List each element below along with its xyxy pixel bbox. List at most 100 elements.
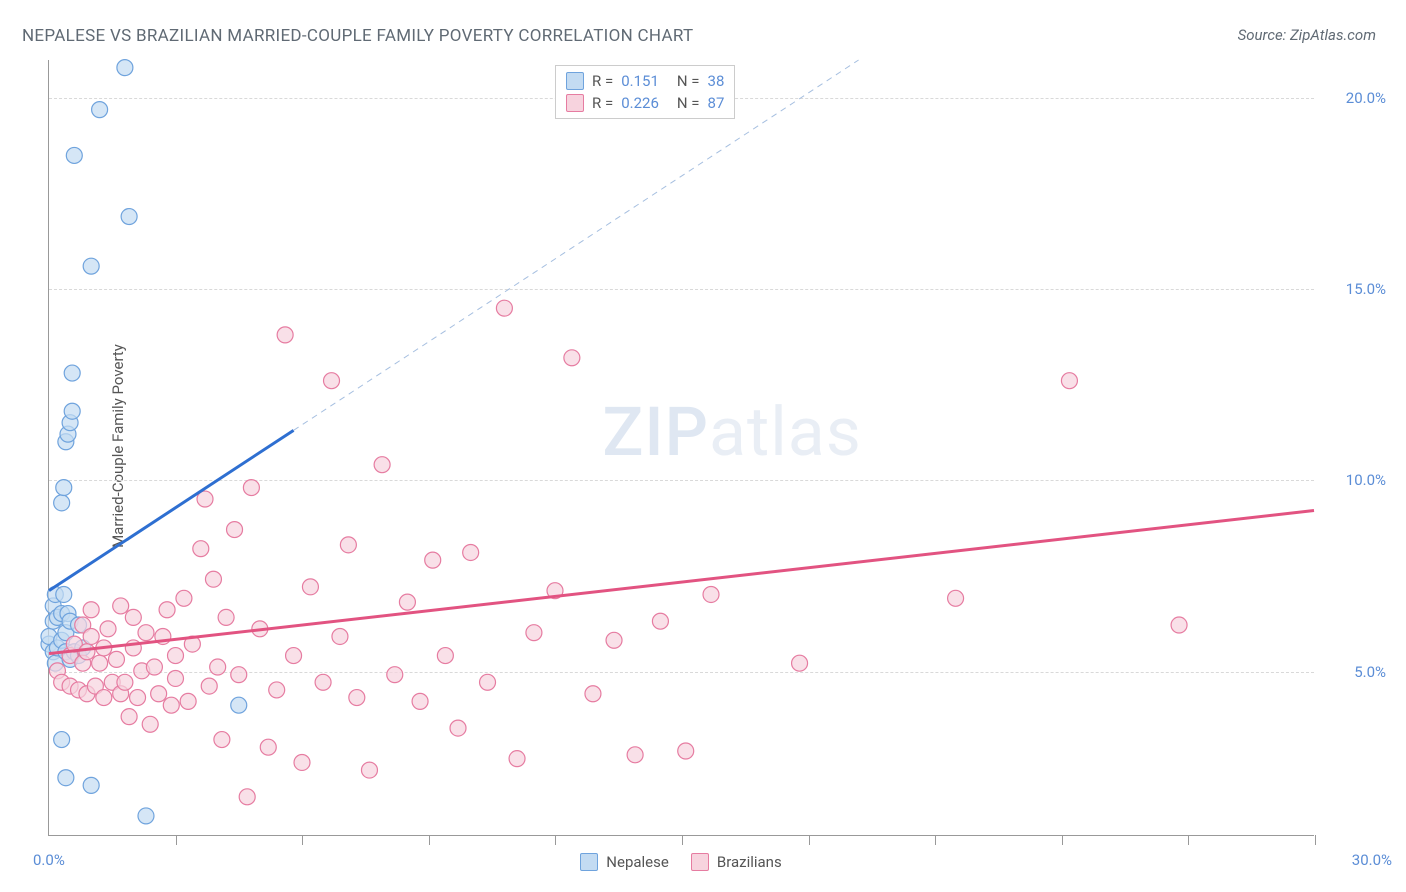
legend-r-label: R = xyxy=(592,94,613,112)
legend-n-label: N = xyxy=(677,72,700,90)
data-point xyxy=(64,365,80,381)
data-point xyxy=(627,747,643,763)
data-point xyxy=(315,674,331,690)
data-point xyxy=(168,670,184,686)
data-point xyxy=(231,697,247,713)
data-point xyxy=(214,732,230,748)
legend-swatch xyxy=(566,72,584,90)
data-point xyxy=(83,777,99,793)
data-point xyxy=(146,659,162,675)
data-point xyxy=(142,716,158,732)
data-point xyxy=(302,579,318,595)
data-point xyxy=(387,667,403,683)
legend-n-value: 87 xyxy=(708,94,725,112)
data-point xyxy=(125,609,141,625)
data-point xyxy=(83,258,99,274)
data-point xyxy=(606,632,622,648)
legend-n-value: 38 xyxy=(708,72,725,90)
data-point xyxy=(585,686,601,702)
data-point xyxy=(159,602,175,618)
data-point xyxy=(218,609,234,625)
scatter-svg xyxy=(49,60,1314,835)
x-axis-max-label: 30.0% xyxy=(1352,851,1392,869)
legend-r-value: 0.226 xyxy=(621,94,659,112)
data-point xyxy=(239,789,255,805)
data-point xyxy=(205,571,221,587)
data-point xyxy=(100,621,116,637)
data-point xyxy=(437,648,453,664)
chart-container: NEPALESE VS BRAZILIAN MARRIED-COUPLE FAM… xyxy=(0,0,1406,892)
x-axis-min-label: 0.0% xyxy=(33,851,65,869)
data-point xyxy=(130,690,146,706)
series-legend: Nepalese Brazilians xyxy=(580,853,781,871)
data-point xyxy=(1061,373,1077,389)
data-point xyxy=(113,598,129,614)
legend-series-item: Brazilians xyxy=(691,853,782,871)
data-point xyxy=(231,667,247,683)
source-attribution: Source: ZipAtlas.com xyxy=(1238,26,1376,44)
x-tick xyxy=(809,835,810,845)
y-tick-label: 20.0% xyxy=(1326,89,1386,107)
data-point xyxy=(54,495,70,511)
data-point xyxy=(399,594,415,610)
data-point xyxy=(564,350,580,366)
data-point xyxy=(151,686,167,702)
regression-line xyxy=(49,430,294,590)
legend-swatch xyxy=(691,853,709,871)
data-point xyxy=(286,648,302,664)
legend-swatch xyxy=(566,94,584,112)
data-point xyxy=(526,625,542,641)
data-point xyxy=(92,102,108,118)
data-point xyxy=(168,648,184,664)
x-tick xyxy=(555,835,556,845)
data-point xyxy=(450,720,466,736)
data-point xyxy=(678,743,694,759)
legend-r-value: 0.151 xyxy=(621,72,659,90)
data-point xyxy=(193,541,209,557)
data-point xyxy=(163,697,179,713)
legend-series-name: Nepalese xyxy=(606,853,669,871)
plot-area: ZIPatlas R =0.151N =38R =0.226N =87 Nepa… xyxy=(48,60,1314,836)
data-point xyxy=(54,732,70,748)
correlation-legend: R = 0.151 N = 38 R = 0.226 N = 87 xyxy=(555,65,735,119)
data-point xyxy=(83,628,99,644)
data-point xyxy=(349,690,365,706)
data-point xyxy=(463,544,479,560)
data-point xyxy=(1171,617,1187,633)
data-point xyxy=(92,655,108,671)
chart-title: NEPALESE VS BRAZILIAN MARRIED-COUPLE FAM… xyxy=(22,26,693,46)
data-point xyxy=(227,522,243,538)
x-tick xyxy=(302,835,303,845)
legend-n-label: N = xyxy=(677,94,700,112)
data-point xyxy=(56,480,72,496)
data-point xyxy=(332,628,348,644)
legend-correlation-row: R = 0.151 N = 38 xyxy=(566,70,724,92)
data-point xyxy=(117,674,133,690)
data-point xyxy=(269,682,285,698)
x-tick xyxy=(176,835,177,845)
data-point xyxy=(792,655,808,671)
y-tick-label: 15.0% xyxy=(1326,280,1386,298)
data-point xyxy=(948,590,964,606)
data-point xyxy=(425,552,441,568)
data-point xyxy=(703,586,719,602)
y-tick-label: 5.0% xyxy=(1326,663,1386,681)
x-tick xyxy=(1188,835,1189,845)
data-point xyxy=(509,751,525,767)
legend-r-label: R = xyxy=(592,72,613,90)
x-tick xyxy=(1315,835,1316,845)
data-point xyxy=(201,678,217,694)
x-tick xyxy=(429,835,430,845)
data-point xyxy=(138,808,154,824)
data-point xyxy=(210,659,226,675)
data-point xyxy=(294,754,310,770)
data-point xyxy=(83,602,99,618)
data-point xyxy=(180,693,196,709)
legend-correlation-row: R = 0.226 N = 87 xyxy=(566,92,724,114)
x-tick xyxy=(682,835,683,845)
legend-series-name: Brazilians xyxy=(717,853,782,871)
data-point xyxy=(64,403,80,419)
data-point xyxy=(340,537,356,553)
x-tick xyxy=(935,835,936,845)
data-point xyxy=(96,690,112,706)
